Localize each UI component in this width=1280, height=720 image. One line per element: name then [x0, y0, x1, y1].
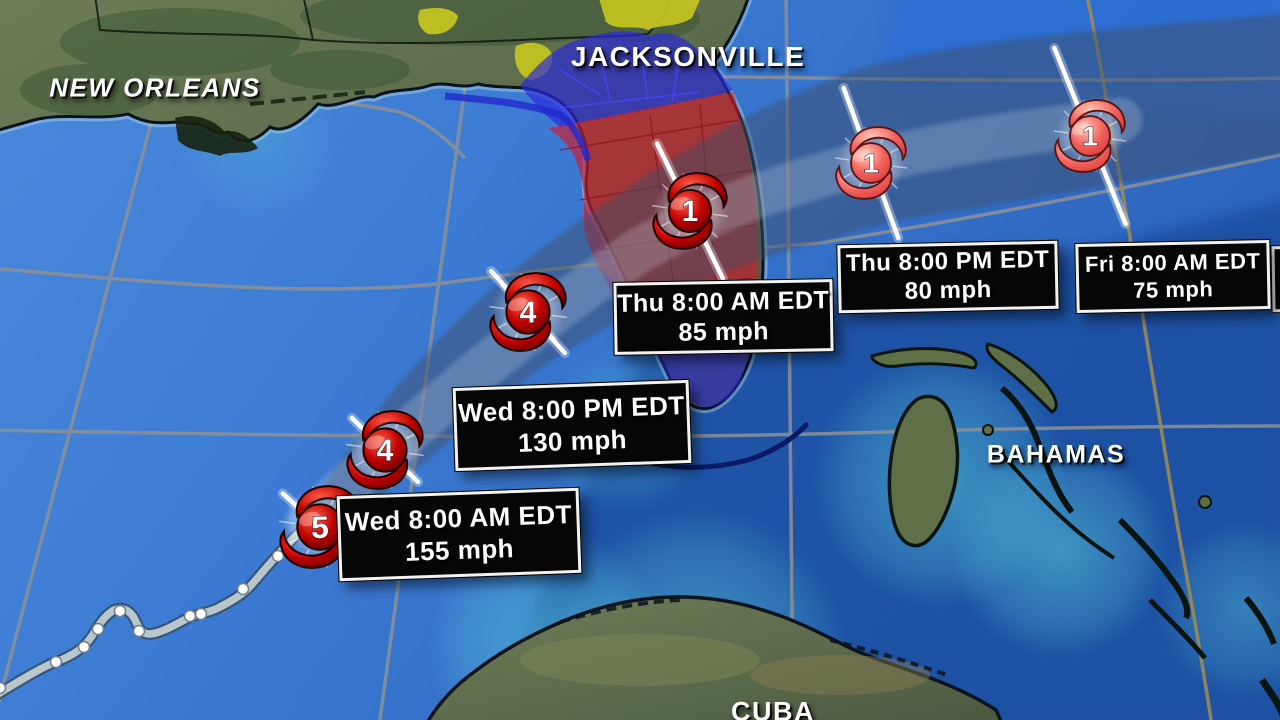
city-label-jacksonville: JACKSONVILLE [570, 41, 806, 72]
forecast-wind: 130 mph [517, 423, 628, 458]
past-track [0, 519, 328, 700]
glow-ray [279, 520, 296, 525]
category-number: 4 [377, 433, 394, 467]
forecast-time: Wed 8:00 AM EDT [344, 499, 573, 538]
cuba-island [426, 595, 1003, 720]
hurricane-glyph [489, 272, 567, 352]
forecast-label: Fri 8:00 AM EDT 75 mph [1075, 239, 1271, 314]
glow-ray [551, 314, 567, 319]
mississippi-delta [175, 115, 258, 156]
bahamas-islands [870, 342, 1280, 718]
forecast-time: Fri 8:00 AM EDT [1084, 248, 1261, 277]
glow-ray [1111, 138, 1126, 142]
forecast-label: Wed 8:00 AM EDT 155 mph [336, 487, 582, 582]
coastal-warning-strip [444, 92, 592, 162]
hurricane-icon-cat1: 1 [834, 126, 908, 200]
hurricane-icon-cat1: 1 [651, 172, 729, 250]
hurricane-icon-cat4: 4 [345, 410, 425, 490]
forecast-time: Thu 8:00 AM EDT [616, 286, 830, 318]
florida-keys [627, 422, 809, 470]
hurricane-icon-cat4: 4 [488, 272, 568, 352]
forecast-wind: 80 mph [904, 276, 993, 305]
city-label-cuba: CUBA [731, 696, 815, 720]
past-position-dots [0, 549, 285, 695]
hurricane-icon-cat5: 5 [278, 485, 362, 569]
forecast-label: Thu 8:00 AM EDT 85 mph [613, 279, 834, 355]
hurricane-icon-cat1: 1 [1053, 99, 1127, 173]
forecast-wind: 75 mph [1132, 275, 1214, 303]
glow-ray [1054, 130, 1069, 134]
forecast-label: Thu 8:00 PM EDT 80 mph [837, 240, 1059, 314]
category-number: 4 [520, 295, 537, 329]
forecast-time: Wed 8:00 PM EDT [457, 390, 686, 429]
hurricane-glyph [835, 126, 907, 200]
city-label-new-orleans: NEW ORLEANS [49, 72, 261, 103]
forecast-label-partial [1271, 245, 1280, 313]
hurricane-glyph [652, 172, 728, 250]
county-lines-blue [559, 44, 701, 109]
hurricane-glyph [346, 410, 424, 490]
category-number: 5 [311, 509, 329, 545]
forecast-wind: 155 mph [404, 532, 515, 567]
forecast-wind: 85 mph [678, 317, 770, 347]
category-number: 1 [1082, 121, 1098, 152]
glow-ray [652, 204, 667, 209]
glow-ray [713, 213, 728, 218]
glow-ray [835, 157, 850, 161]
forecast-time: Thu 8:00 PM EDT [845, 246, 1050, 278]
category-number: 1 [682, 195, 698, 228]
city-label-bahamas: BAHAMAS [986, 440, 1126, 469]
glow-ray [892, 165, 907, 169]
hurricane-glyph [1054, 99, 1126, 173]
glow-ray [346, 443, 362, 448]
category-number: 1 [863, 148, 879, 179]
glow-ray [408, 452, 424, 457]
forecast-label: Wed 8:00 PM EDT 130 mph [452, 379, 692, 472]
glow-ray [489, 305, 505, 310]
